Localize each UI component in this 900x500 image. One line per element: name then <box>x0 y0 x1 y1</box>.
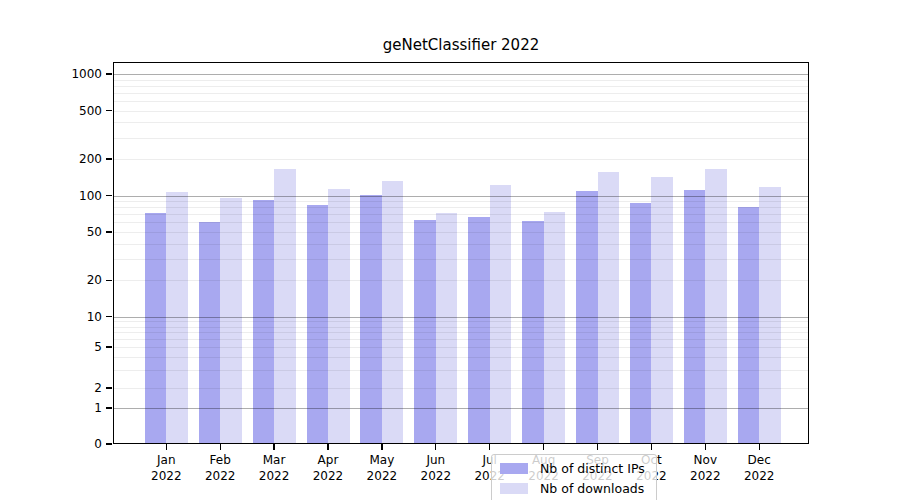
minor-gridline <box>113 122 809 123</box>
bar-oct-downloads <box>651 177 673 444</box>
legend-entry-distinct-ips: Nb of distinct IPs <box>500 461 648 476</box>
legend-label-distinct-ips: Nb of distinct IPs <box>540 461 645 476</box>
bar-jan-distinct-ips <box>145 213 167 444</box>
y-tick-mark <box>106 73 112 74</box>
y-tick-label: 1000 <box>52 68 102 80</box>
y-tick-mark <box>106 346 112 347</box>
bar-dec-downloads <box>759 187 781 444</box>
x-tick-mark <box>543 444 544 450</box>
y-tick-label: 500 <box>52 105 102 117</box>
x-tick-mark <box>759 444 760 450</box>
legend-swatch-distinct-ips <box>500 463 528 474</box>
y-tick-mark <box>106 407 112 408</box>
bar-apr-downloads <box>328 189 350 444</box>
bar-jan-downloads <box>166 192 188 444</box>
y-tick-label: 50 <box>52 226 102 238</box>
y-tick-label: 100 <box>52 190 102 202</box>
minor-gridline <box>113 138 809 139</box>
bar-feb-downloads <box>220 198 242 444</box>
minor-gridline <box>113 159 809 160</box>
bar-may-distinct-ips <box>360 195 382 445</box>
bar-mar-downloads <box>274 169 296 444</box>
major-gridline <box>113 74 809 75</box>
y-tick-mark <box>106 387 112 388</box>
bar-oct-distinct-ips <box>630 203 652 444</box>
plot-area: Nb of distinct IPs Nb of downloads <box>113 62 809 444</box>
bar-jul-distinct-ips <box>468 217 490 444</box>
minor-gridline <box>113 86 809 87</box>
x-tick-mark <box>597 444 598 450</box>
legend: Nb of distinct IPs Nb of downloads <box>491 454 657 500</box>
minor-gridline <box>113 101 809 102</box>
x-tick-mark <box>166 444 167 450</box>
bar-nov-downloads <box>705 169 727 444</box>
y-tick-label: 0 <box>52 438 102 450</box>
y-tick-label: 20 <box>52 274 102 286</box>
chart-window: geNetClassifier 2022 Nb of distinct IPs … <box>0 0 900 500</box>
bar-apr-distinct-ips <box>307 205 329 444</box>
y-tick-label: 10 <box>52 311 102 323</box>
x-tick-mark <box>489 444 490 450</box>
bar-aug-distinct-ips <box>522 221 544 444</box>
bar-sep-distinct-ips <box>576 191 598 445</box>
bar-jun-distinct-ips <box>414 220 436 444</box>
y-tick-mark <box>106 316 112 317</box>
x-tick-label-dec: Dec2022 <box>727 452 791 484</box>
y-tick-label: 1 <box>52 402 102 414</box>
minor-gridline <box>113 93 809 94</box>
bar-may-downloads <box>382 181 404 444</box>
legend-label-downloads: Nb of downloads <box>540 481 644 496</box>
x-tick-mark <box>381 444 382 450</box>
bar-jun-downloads <box>436 213 458 444</box>
y-tick-label: 5 <box>52 341 102 353</box>
minor-gridline <box>113 111 809 112</box>
x-tick-mark <box>273 444 274 450</box>
y-tick-label: 2 <box>52 382 102 394</box>
x-tick-mark <box>327 444 328 450</box>
y-tick-mark <box>106 110 112 111</box>
y-tick-label: 200 <box>52 153 102 165</box>
bar-sep-downloads <box>598 172 620 444</box>
y-tick-mark <box>106 443 112 444</box>
y-tick-mark <box>106 280 112 281</box>
x-tick-mark <box>220 444 221 450</box>
y-tick-mark <box>106 195 112 196</box>
bar-mar-distinct-ips <box>253 200 275 444</box>
x-tick-mark <box>705 444 706 450</box>
x-tick-mark <box>651 444 652 450</box>
x-tick-mark <box>435 444 436 450</box>
legend-swatch-downloads <box>500 483 528 494</box>
y-tick-mark <box>106 158 112 159</box>
bar-feb-distinct-ips <box>199 222 221 445</box>
chart-title: geNetClassifier 2022 <box>113 36 809 54</box>
legend-entry-downloads: Nb of downloads <box>500 481 648 496</box>
minor-gridline <box>113 80 809 81</box>
bar-jul-downloads <box>490 185 512 444</box>
bar-dec-distinct-ips <box>738 207 760 444</box>
y-tick-mark <box>106 231 112 232</box>
bar-aug-downloads <box>544 212 566 444</box>
bar-nov-distinct-ips <box>684 190 706 445</box>
